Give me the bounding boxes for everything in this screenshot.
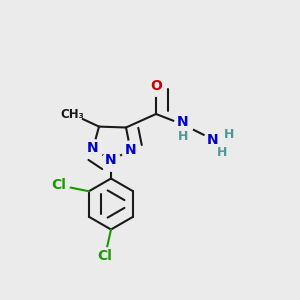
Text: Cl: Cl xyxy=(52,178,66,192)
Text: H: H xyxy=(224,128,235,142)
Text: CH₃: CH₃ xyxy=(60,107,84,121)
Text: N: N xyxy=(125,143,136,157)
Text: H: H xyxy=(217,146,227,160)
Text: Cl: Cl xyxy=(98,250,112,263)
Text: N: N xyxy=(87,142,99,155)
Text: N: N xyxy=(207,133,219,146)
Text: N: N xyxy=(177,115,189,129)
Text: H: H xyxy=(178,130,188,143)
Text: N: N xyxy=(105,154,117,167)
Text: O: O xyxy=(150,79,162,92)
